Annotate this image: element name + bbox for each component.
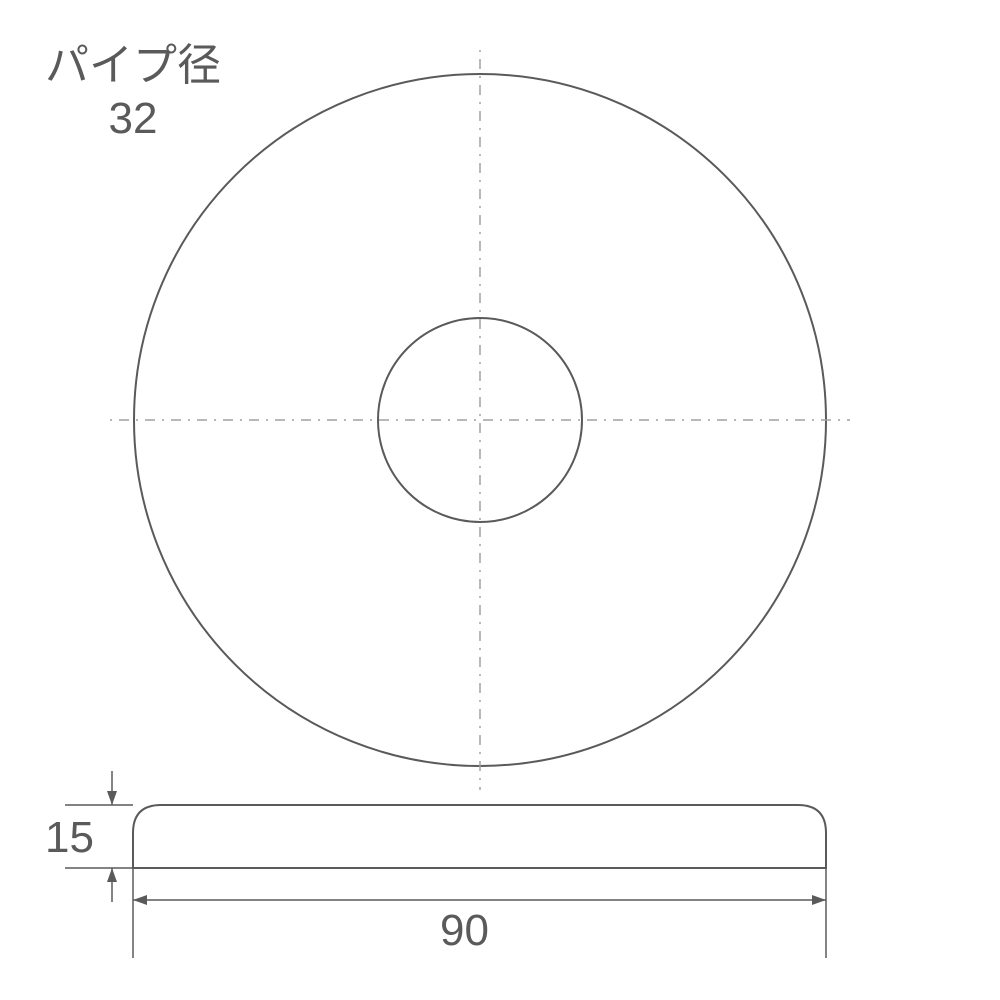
- pipe-diameter-label: パイプ径 32: [45, 40, 221, 146]
- width-dimension-label: 90: [440, 905, 489, 958]
- height-value: 15: [45, 813, 94, 862]
- width-value: 90: [440, 906, 489, 955]
- height-dimension-label: 15: [45, 812, 94, 865]
- technical-drawing: [0, 0, 1000, 1000]
- pipe-diameter-value: 32: [109, 94, 158, 143]
- pipe-label-text: パイプ径: [45, 41, 221, 90]
